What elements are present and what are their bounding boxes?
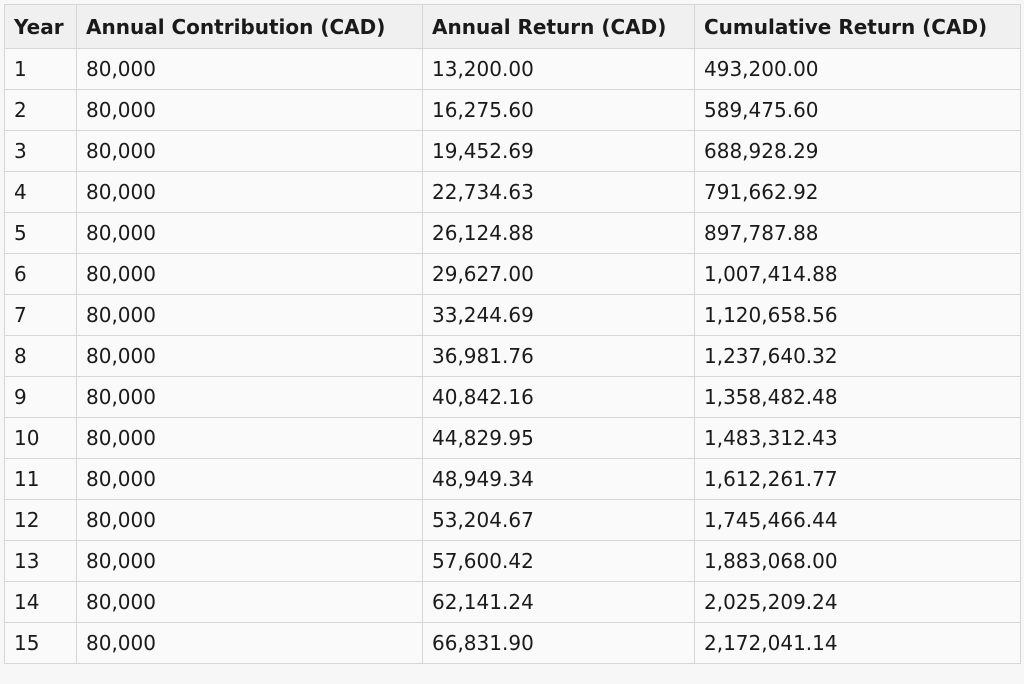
table-row: 12 80,000 53,204.67 1,745,466.44: [4, 499, 1021, 541]
cell-cumulative-return: 589,475.60: [694, 89, 1021, 131]
cell-annual-return: 48,949.34: [422, 458, 695, 500]
cell-annual-return: 16,275.60: [422, 89, 695, 131]
cell-annual-contribution: 80,000: [76, 212, 423, 254]
cell-year: 13: [4, 540, 77, 582]
cell-annual-return: 19,452.69: [422, 130, 695, 172]
cell-year: 1: [4, 48, 77, 90]
cell-year: 8: [4, 335, 77, 377]
cell-year: 7: [4, 294, 77, 336]
cell-annual-return: 66,831.90: [422, 622, 695, 664]
table-row: 4 80,000 22,734.63 791,662.92: [4, 171, 1021, 213]
table-row: 10 80,000 44,829.95 1,483,312.43: [4, 417, 1021, 459]
header-annual-return: Annual Return (CAD): [422, 4, 695, 49]
cell-annual-return: 26,124.88: [422, 212, 695, 254]
table-row: 13 80,000 57,600.42 1,883,068.00: [4, 540, 1021, 582]
table-row: 3 80,000 19,452.69 688,928.29: [4, 130, 1021, 172]
table-row: 14 80,000 62,141.24 2,025,209.24: [4, 581, 1021, 623]
cell-annual-return: 13,200.00: [422, 48, 695, 90]
cell-cumulative-return: 1,358,482.48: [694, 376, 1021, 418]
cell-year: 14: [4, 581, 77, 623]
cell-annual-contribution: 80,000: [76, 458, 423, 500]
header-cumulative-return: Cumulative Return (CAD): [694, 4, 1021, 49]
cell-cumulative-return: 1,612,261.77: [694, 458, 1021, 500]
table-row: 15 80,000 66,831.90 2,172,041.14: [4, 622, 1021, 664]
cell-year: 12: [4, 499, 77, 541]
cell-annual-return: 22,734.63: [422, 171, 695, 213]
cell-year: 4: [4, 171, 77, 213]
cell-cumulative-return: 1,483,312.43: [694, 417, 1021, 459]
cell-cumulative-return: 2,025,209.24: [694, 581, 1021, 623]
cell-cumulative-return: 1,883,068.00: [694, 540, 1021, 582]
cell-cumulative-return: 791,662.92: [694, 171, 1021, 213]
header-row: Year Annual Contribution (CAD) Annual Re…: [4, 4, 1021, 49]
cell-year: 9: [4, 376, 77, 418]
table-row: 1 80,000 13,200.00 493,200.00: [4, 48, 1021, 90]
cell-annual-return: 53,204.67: [422, 499, 695, 541]
cell-annual-contribution: 80,000: [76, 417, 423, 459]
cell-year: 3: [4, 130, 77, 172]
cell-cumulative-return: 688,928.29: [694, 130, 1021, 172]
cell-annual-return: 36,981.76: [422, 335, 695, 377]
cell-year: 6: [4, 253, 77, 295]
table-row: 5 80,000 26,124.88 897,787.88: [4, 212, 1021, 254]
header-year: Year: [4, 4, 77, 49]
cell-year: 11: [4, 458, 77, 500]
cell-annual-contribution: 80,000: [76, 48, 423, 90]
table-row: 6 80,000 29,627.00 1,007,414.88: [4, 253, 1021, 295]
cell-annual-contribution: 80,000: [76, 171, 423, 213]
cell-year: 15: [4, 622, 77, 664]
cell-annual-contribution: 80,000: [76, 540, 423, 582]
cell-annual-return: 33,244.69: [422, 294, 695, 336]
table-row: 7 80,000 33,244.69 1,120,658.56: [4, 294, 1021, 336]
cell-year: 5: [4, 212, 77, 254]
cell-cumulative-return: 897,787.88: [694, 212, 1021, 254]
table-body: 1 80,000 13,200.00 493,200.00 2 80,000 16,275.…: [4, 48, 1021, 664]
cell-annual-return: 57,600.42: [422, 540, 695, 582]
investment-table-container: Year Annual Contribution (CAD) Annual Re…: [4, 4, 1021, 664]
cell-year: 10: [4, 417, 77, 459]
cell-annual-return: 40,842.16: [422, 376, 695, 418]
cell-annual-contribution: 80,000: [76, 294, 423, 336]
header-annual-contribution: Annual Contribution (CAD): [76, 4, 423, 49]
cell-year: 2: [4, 89, 77, 131]
cell-annual-contribution: 80,000: [76, 581, 423, 623]
cell-annual-contribution: 80,000: [76, 335, 423, 377]
cell-cumulative-return: 2,172,041.14: [694, 622, 1021, 664]
cell-annual-return: 44,829.95: [422, 417, 695, 459]
cell-cumulative-return: 493,200.00: [694, 48, 1021, 90]
investment-table: Year Annual Contribution (CAD) Annual Re…: [4, 4, 1021, 664]
cell-annual-contribution: 80,000: [76, 376, 423, 418]
cell-annual-contribution: 80,000: [76, 253, 423, 295]
cell-annual-return: 62,141.24: [422, 581, 695, 623]
cell-annual-contribution: 80,000: [76, 622, 423, 664]
table-row: 11 80,000 48,949.34 1,612,261.77: [4, 458, 1021, 500]
table-row: 8 80,000 36,981.76 1,237,640.32: [4, 335, 1021, 377]
table-row: 9 80,000 40,842.16 1,358,482.48: [4, 376, 1021, 418]
cell-cumulative-return: 1,745,466.44: [694, 499, 1021, 541]
cell-cumulative-return: 1,120,658.56: [694, 294, 1021, 336]
cell-cumulative-return: 1,237,640.32: [694, 335, 1021, 377]
table-row: 2 80,000 16,275.60 589,475.60: [4, 89, 1021, 131]
cell-annual-contribution: 80,000: [76, 499, 423, 541]
cell-annual-contribution: 80,000: [76, 89, 423, 131]
cell-cumulative-return: 1,007,414.88: [694, 253, 1021, 295]
cell-annual-contribution: 80,000: [76, 130, 423, 172]
table-header: Year Annual Contribution (CAD) Annual Re…: [4, 4, 1021, 49]
cell-annual-return: 29,627.00: [422, 253, 695, 295]
